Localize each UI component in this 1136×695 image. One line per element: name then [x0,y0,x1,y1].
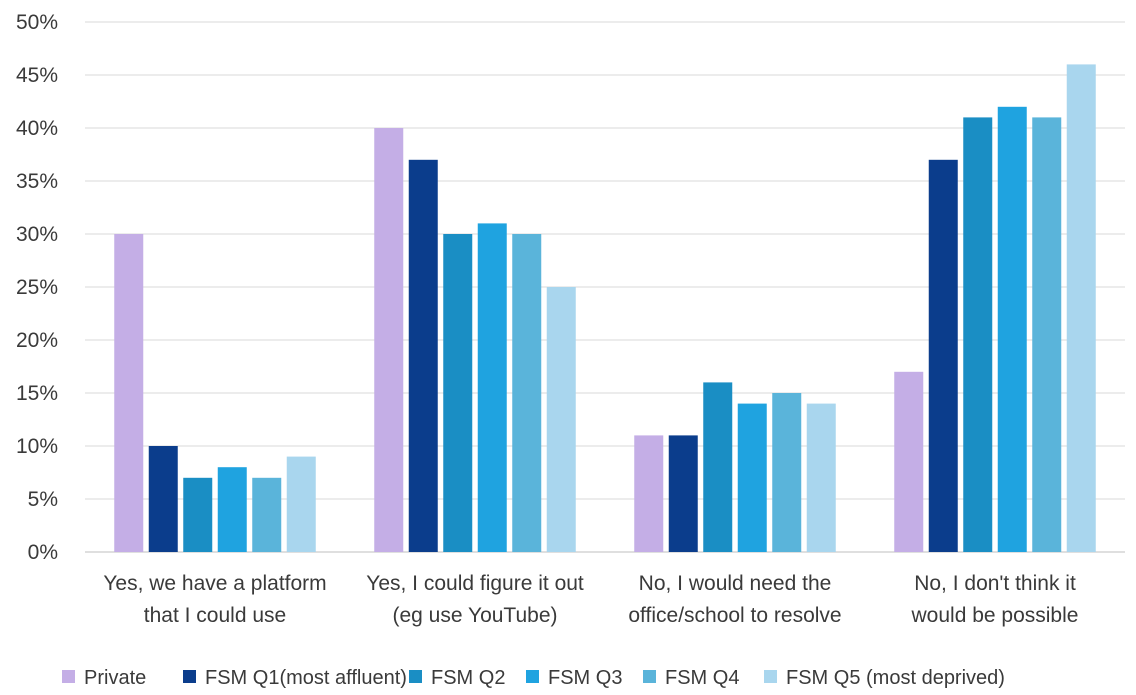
legend: Private FSM Q1(most affluent) FSM Q2 FSM Q3… [62,667,1005,689]
legend-swatch [526,670,539,683]
y-tick-label: 10% [16,435,58,458]
legend-label: FSM Q3 [548,667,622,689]
x-category-label: (eg use YouTube) [392,604,557,627]
x-category-label: No, I don't think it [914,572,1076,595]
bar [1066,64,1096,553]
bar [703,382,733,552]
legend-label: FSM Q2 [431,667,505,689]
bar [374,128,404,552]
y-tick-label: 25% [16,276,58,299]
x-axis-labels: Yes, we have a platform that I could use Y… [103,572,1078,627]
bar [217,467,247,552]
y-tick-label: 15% [16,382,58,405]
y-tick-label: 20% [16,329,58,352]
legend-item: FSM Q4 [643,667,739,689]
legend-label: Private [84,667,146,689]
x-category-label: office/school to resolve [628,604,841,627]
y-tick-label: 0% [28,541,58,564]
legend-swatch [62,670,75,683]
legend-label: FSM Q5 (most deprived) [786,667,1005,689]
bar [772,393,802,552]
x-category-label: would be possible [911,604,1079,627]
legend-swatch [764,670,777,683]
bar [148,446,178,552]
legend-label: FSM Q1(most affluent) [205,667,407,689]
legend-item: FSM Q5 (most deprived) [764,667,1005,689]
x-category-label: Yes, we have a platform [103,572,326,595]
y-tick-label: 40% [16,117,58,140]
legend-item: Private [62,667,146,689]
bar [477,223,507,552]
bar [806,403,836,552]
x-category-label: No, I would need the [639,572,832,595]
bar [183,477,213,552]
bar [894,371,924,552]
legend-item: FSM Q1(most affluent) [183,667,407,689]
bar [252,477,282,552]
bar [668,435,698,552]
legend-item: FSM Q2 [409,667,505,689]
y-tick-label: 30% [16,223,58,246]
bar [114,234,144,552]
bar [997,106,1027,553]
bars [114,64,1096,553]
y-tick-label: 35% [16,170,58,193]
bar [634,435,664,552]
bar [443,234,473,552]
legend-label: FSM Q4 [665,667,739,689]
bar [546,287,576,552]
bar [408,159,438,553]
x-category-label: Yes, I could figure it out [366,572,584,595]
bar [928,159,958,553]
y-tick-label: 50% [16,11,58,34]
bar [286,456,316,552]
legend-swatch [643,670,656,683]
x-category-label: that I could use [144,604,286,627]
bar [963,117,993,553]
legend-item: FSM Q3 [526,667,622,689]
y-tick-label: 5% [28,488,58,511]
bar [1032,117,1062,553]
bar [737,403,767,552]
y-tick-label: 45% [16,64,58,87]
bar [512,234,542,552]
y-axis-labels: 0% 5% 10% 15% 20% 25% 30% 35% 40% 45% 50% [16,11,58,564]
legend-swatch [409,670,422,683]
legend-swatch [183,670,196,683]
